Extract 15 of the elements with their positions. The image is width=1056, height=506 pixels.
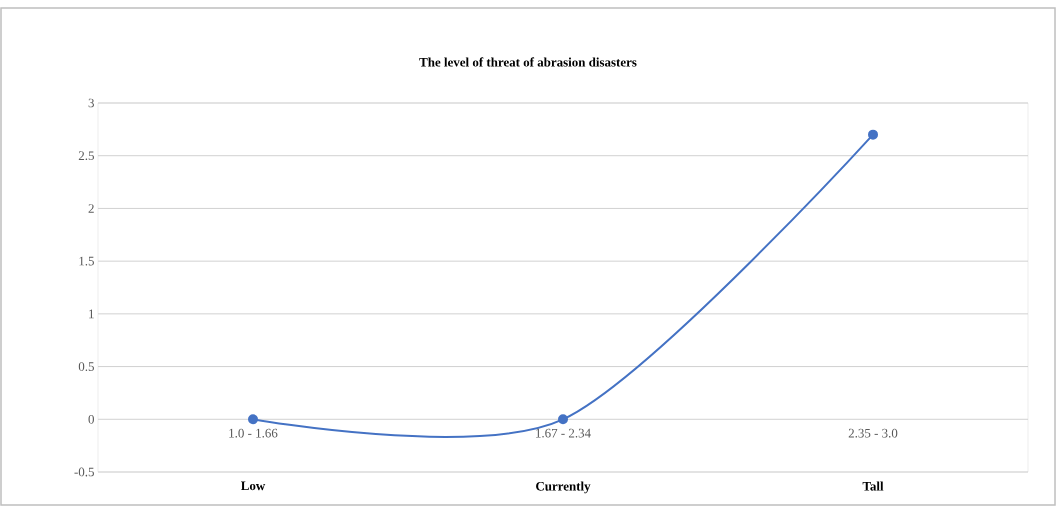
text: Tall xyxy=(862,481,884,491)
text: Low xyxy=(240,481,266,491)
y-tick-label: 0.5 xyxy=(78,362,94,371)
chart-title: The level of threat of abrasion disasters xyxy=(419,57,637,67)
y-tick-label: 3 xyxy=(88,98,94,108)
text: Currently xyxy=(536,481,591,494)
y-tick-label: -0.5 xyxy=(74,467,94,477)
y-tick-label: 0 xyxy=(88,414,94,424)
x-tick-label: 1.0 - 1.66 xyxy=(229,428,278,438)
x-tick-label: 1.67 - 2.34 xyxy=(536,428,591,438)
y-tick-label: 2 xyxy=(88,204,94,213)
y-tick-label: 1.5 xyxy=(79,256,94,266)
y-tick-label: 2.5 xyxy=(78,151,94,161)
y-tick-label: 1 xyxy=(89,309,94,319)
x-tick-label: 2.35 - 3.0 xyxy=(848,428,898,438)
